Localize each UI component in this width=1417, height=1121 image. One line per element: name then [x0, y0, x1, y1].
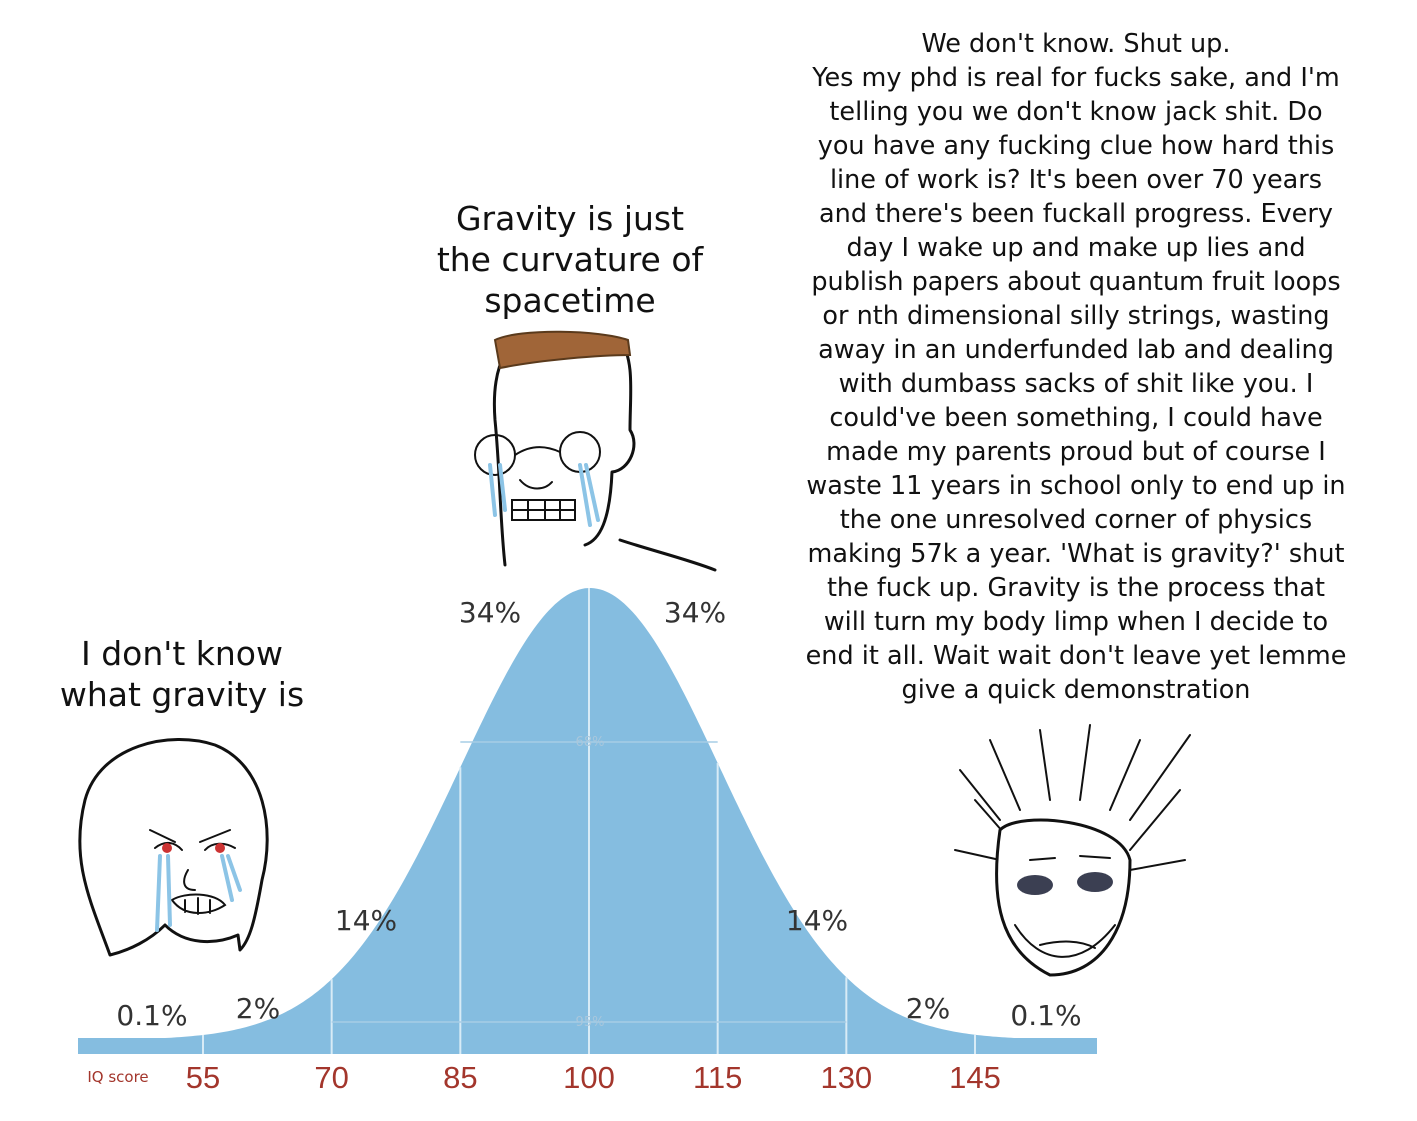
- segment-label: 14%: [786, 904, 848, 937]
- caption-right: day I wake up and make up lies and: [846, 233, 1305, 263]
- caption-right: Yes my phd is real for fucks sake, and I…: [811, 63, 1339, 93]
- caption-right: making 57k a year. 'What is gravity?' sh…: [808, 539, 1345, 569]
- curve-area: [78, 588, 1097, 1040]
- caption-right: telling you we don't know jack shit. Do: [829, 97, 1322, 127]
- tick-label: 145: [949, 1060, 1001, 1095]
- segment-label: 0.1%: [116, 999, 187, 1032]
- caption-middle: the curvature of: [437, 240, 705, 279]
- caption-right: made my parents proud but of course I: [826, 437, 1326, 467]
- caption-right: end it all. Wait wait don't leave yet le…: [806, 641, 1347, 671]
- caption-right: could've been something, I could have: [829, 403, 1322, 433]
- tick-label: 130: [820, 1060, 872, 1095]
- segment-label: 2%: [906, 992, 950, 1025]
- tick-label: 70: [314, 1060, 348, 1095]
- crying-wojak: [78, 738, 269, 957]
- caption-left: what gravity is: [60, 675, 304, 714]
- bell-curve: 55 70 85 100 115 130 145 68% 95% IQ score 0.1% 2% 14…: [78, 588, 1097, 1095]
- segment-label: 34%: [664, 596, 726, 629]
- caption-right: you have any fucking clue how hard this: [818, 131, 1335, 161]
- glasses-wojak: [474, 330, 717, 572]
- caption-right: the fuck up. Gravity is the process that: [827, 573, 1325, 603]
- tick-label: 100: [563, 1060, 615, 1095]
- caption-middle: spacetime: [484, 281, 655, 320]
- caption-right: give a quick demonstration: [902, 675, 1251, 705]
- segment-label: 34%: [459, 596, 521, 629]
- axis-label: IQ score: [87, 1068, 148, 1086]
- caption-middle: Gravity is just: [456, 199, 684, 238]
- caption-right: waste 11 years in school only to end up …: [806, 471, 1345, 501]
- baseline-band: [78, 1038, 1097, 1054]
- haggard-wojak: [954, 724, 1191, 977]
- segment-label: 0.1%: [1010, 999, 1081, 1032]
- inner-label: 68%: [576, 735, 605, 750]
- caption-right: We don't know. Shut up.: [922, 29, 1231, 59]
- segment-label: 2%: [236, 992, 280, 1025]
- tick-label: 85: [443, 1060, 477, 1095]
- inner-label: 95%: [576, 1015, 605, 1030]
- tick-label: 115: [693, 1060, 742, 1095]
- caption-right: the one unresolved corner of physics: [840, 505, 1312, 535]
- caption-right: and there's been fuckall progress. Every: [819, 199, 1333, 229]
- segment-label: 14%: [335, 904, 397, 937]
- caption-left: I don't know: [81, 634, 283, 673]
- tick-label: 55: [186, 1060, 220, 1095]
- caption-right: line of work is? It's been over 70 years: [830, 165, 1322, 195]
- caption-right: with dumbass sacks of shit like you. I: [839, 369, 1314, 399]
- caption-right: will turn my body limp when I decide to: [824, 607, 1328, 637]
- caption-right: away in an underfunded lab and dealing: [818, 335, 1334, 365]
- caption-right: publish papers about quantum fruit loops: [811, 267, 1340, 297]
- caption-right: or nth dimensional silly strings, wastin…: [822, 301, 1329, 331]
